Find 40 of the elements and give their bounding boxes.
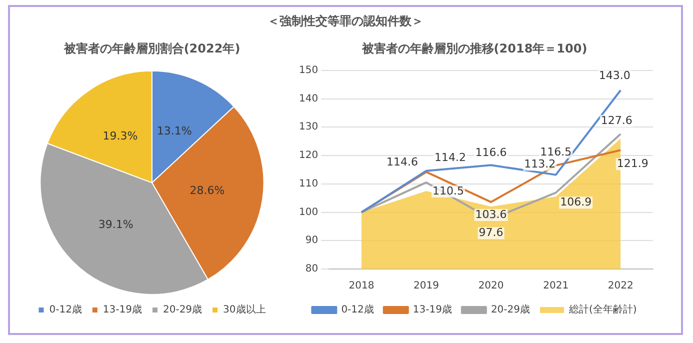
legend-label: 13-19歳 [102,304,142,316]
data-label: 39.1% [98,218,134,232]
text: ＜強制性交等罪の認知件数＞ [266,13,424,30]
x-tick-label: 2021 [543,280,569,292]
legend-label: 20-29歳 [162,304,202,316]
legend-label: 30歳以上 [223,304,266,316]
legend-label: 0-12歳 [341,304,374,316]
data-label: 19.3% [102,130,138,143]
data-label: 121.9 [616,156,648,170]
x-tick-label: 2022 [608,280,634,292]
data-label: 13.1% [156,124,192,138]
legend-label: 13-19歳 [412,304,452,316]
data-label: 110.5 [432,184,464,198]
chart-title: 被害者の年齢層別の推移(2018年＝100) [360,41,588,56]
data-label: 116.6 [475,146,507,160]
y-tick-label: 100 [298,206,318,218]
y-tick-label: 150 [298,64,318,76]
x-tick-label: 2018 [348,280,374,292]
y-tick-label: 110 [298,178,318,190]
data-label: 127.6 [600,114,632,127]
data-label: 28.6% [190,184,225,197]
y-tick-label: 80 [305,264,318,275]
data-label: 106.9 [560,196,592,209]
legend-label: 20-29歳 [490,304,530,316]
data-label: 116.5 [540,145,572,158]
data-label: 143.0 [598,69,630,82]
y-tick-label: 140 [298,93,318,104]
y-tick-label: 130 [298,122,318,133]
y-tick-label: 90 [305,235,318,246]
legend-label: 0-12歳 [49,304,82,316]
x-tick-label: 2020 [478,280,504,292]
data-label: 103.6 [475,208,507,221]
data-label: 114.2 [434,150,466,164]
data-label: 113.2 [524,158,556,171]
chart-title: 被害者の年齢層別割合(2022年) [62,41,240,56]
data-label: 114.6 [386,156,418,169]
legend-label: 総計(全年齢計) [568,304,637,316]
x-tick-label: 2019 [414,280,439,292]
data-label: 97.6 [478,226,504,239]
y-tick-label: 120 [298,150,318,162]
